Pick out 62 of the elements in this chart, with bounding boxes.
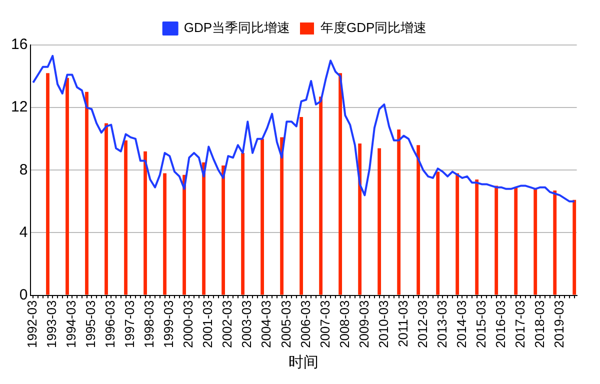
bar — [124, 140, 128, 295]
x-tick-label: 1997-03 — [122, 300, 138, 348]
bar — [46, 73, 50, 295]
bar — [222, 165, 225, 295]
x-tick-label: 2000-03 — [180, 300, 196, 348]
bar — [202, 162, 206, 295]
bar — [416, 145, 420, 295]
bar — [358, 144, 362, 295]
bar — [241, 152, 244, 295]
x-tick-label: 2007-03 — [317, 300, 332, 348]
bar — [144, 151, 147, 295]
bar — [163, 173, 166, 295]
bar — [436, 172, 440, 295]
x-tick-label: 2010-03 — [376, 300, 391, 348]
x-tick-label: 2006-03 — [298, 300, 313, 348]
x-tick-label: 2012-03 — [414, 300, 430, 348]
x-tick-label: 1994-03 — [64, 300, 79, 348]
bar — [494, 186, 498, 295]
x-tick-label: 2002-03 — [220, 300, 235, 348]
bar — [66, 78, 69, 295]
x-tick-label: 2001-03 — [200, 300, 216, 348]
x-tick-label: 2019-03 — [551, 300, 566, 348]
x-tick-label: 2004-03 — [258, 300, 274, 348]
x-tick-label: 2018-03 — [532, 300, 547, 348]
y-tick-label: 12 — [10, 98, 28, 116]
x-tick-label: 2005-03 — [278, 300, 294, 348]
bar — [260, 138, 264, 295]
legend-label: GDP当季同比增速 — [184, 20, 290, 36]
y-tick-label: 8 — [19, 161, 28, 178]
bar — [534, 188, 538, 295]
x-tick-label: 2014-03 — [454, 300, 469, 348]
x-tick-label: 2015-03 — [473, 300, 488, 348]
x-tick-label: 1998-03 — [142, 300, 157, 348]
bar — [338, 73, 342, 295]
bar — [300, 116, 304, 295]
x-tick-label: 1999-03 — [161, 300, 176, 348]
bar — [475, 180, 479, 295]
y-tick-label: 16 — [10, 36, 28, 54]
bar — [397, 129, 401, 295]
x-tick-label: 2008-03 — [336, 300, 352, 348]
bar — [182, 174, 186, 295]
bar — [104, 123, 108, 295]
bar — [280, 137, 284, 295]
bar — [378, 148, 382, 295]
x-tick-label: 2011-03 — [395, 300, 410, 348]
y-tick-label: 4 — [19, 224, 28, 241]
bar — [572, 200, 576, 295]
bar — [319, 96, 323, 295]
x-tick-label: 2009-03 — [356, 300, 372, 348]
bar — [553, 190, 557, 295]
bar — [514, 187, 518, 295]
x-tick-label: 1995-03 — [83, 300, 98, 348]
x-tick-label: 2016-03 — [492, 300, 508, 348]
x-axis-title: 时间 — [288, 354, 319, 372]
legend-label: 年度GDP同比增速 — [320, 20, 427, 36]
bar — [456, 173, 460, 295]
x-tick-label: 2003-03 — [239, 300, 254, 348]
x-tick-label: 2017-03 — [512, 300, 528, 348]
bar — [85, 92, 88, 295]
x-tick-label: 2013-03 — [434, 300, 450, 348]
x-tick-label: 1996-03 — [102, 300, 118, 348]
x-tick-label: 1993-03 — [44, 300, 60, 348]
